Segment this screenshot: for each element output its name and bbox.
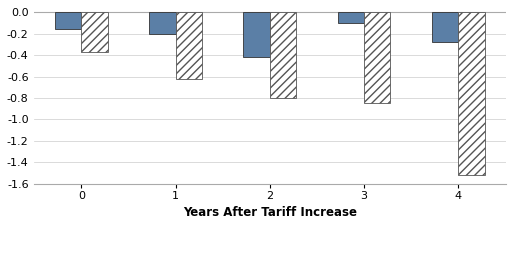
Bar	[270, 12, 296, 98]
Bar	[458, 12, 485, 175]
Bar	[82, 12, 108, 52]
Bar	[364, 12, 390, 103]
Bar	[149, 12, 175, 34]
Legend: tariff increase >= 1std, tariff increase >= 3std: tariff increase >= 1std, tariff increase…	[115, 269, 425, 270]
Bar	[338, 12, 364, 23]
Bar	[432, 12, 458, 42]
Bar	[55, 12, 82, 29]
Bar	[244, 12, 270, 57]
Bar	[175, 12, 202, 79]
X-axis label: Years After Tariff Increase: Years After Tariff Increase	[183, 206, 357, 219]
